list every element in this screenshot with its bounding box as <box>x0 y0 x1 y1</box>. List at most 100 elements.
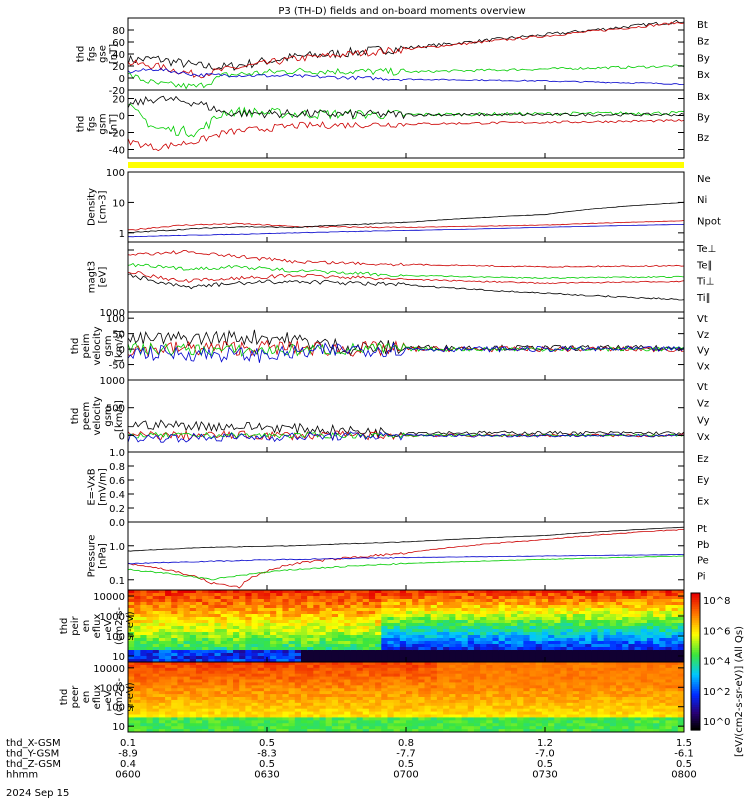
heatmap-cell <box>338 708 345 713</box>
heatmap-cell <box>511 611 518 615</box>
heatmap-cell <box>171 647 178 651</box>
heatmap-cell <box>671 593 679 597</box>
heatmap-cell <box>313 705 321 710</box>
heatmap-cell <box>319 688 327 692</box>
heatmap-cell <box>616 702 623 707</box>
colorbar-swatch <box>691 640 700 644</box>
heatmap-cell <box>511 711 518 715</box>
heatmap-cell <box>566 664 574 669</box>
y-tick-label: 20 <box>112 62 125 73</box>
heatmap-cell <box>498 673 506 678</box>
heatmap-cell <box>412 620 419 624</box>
heatmap-cell <box>504 694 512 698</box>
heatmap-cell <box>393 682 401 686</box>
heatmap-cell <box>430 682 438 686</box>
heatmap-cell <box>535 659 543 663</box>
heatmap-cell <box>282 699 290 704</box>
heatmap-cell <box>288 729 296 733</box>
heatmap-cell <box>486 641 493 645</box>
heatmap-cell <box>146 644 154 648</box>
heatmap-cell <box>523 691 531 695</box>
heatmap-cell <box>356 667 364 672</box>
heatmap-cell <box>270 670 277 675</box>
heatmap-cell <box>387 691 395 695</box>
heatmap-cell <box>276 593 283 597</box>
heatmap-cell <box>171 626 178 630</box>
heatmap-cell <box>300 685 308 689</box>
heatmap-cell <box>560 682 568 686</box>
heatmap-cell <box>616 720 623 724</box>
heatmap-cell <box>541 723 549 727</box>
heatmap-cell <box>418 679 426 683</box>
heatmap-cell <box>276 629 283 633</box>
heatmap-cell <box>548 599 555 603</box>
heatmap-cell <box>653 685 660 689</box>
heatmap-cell <box>498 626 506 630</box>
heatmap-cell <box>288 638 296 642</box>
heatmap-cell <box>233 723 240 727</box>
heatmap-cell <box>165 664 172 669</box>
heatmap-cell <box>634 676 642 680</box>
heatmap-cell <box>220 632 228 636</box>
heatmap-cell <box>152 679 160 683</box>
heatmap-cell <box>146 664 154 669</box>
heatmap-cell <box>288 699 296 704</box>
heatmap-cell <box>591 673 599 678</box>
heatmap-cell <box>220 670 228 675</box>
heatmap-cell <box>616 705 623 710</box>
heatmap-cell <box>511 641 518 645</box>
heatmap-cell <box>640 699 648 704</box>
heatmap-cell <box>671 699 679 704</box>
heatmap-cell <box>288 629 296 633</box>
heatmap-cell <box>399 638 407 642</box>
heatmap-cell <box>368 617 376 621</box>
heatmap-cell <box>387 650 395 654</box>
heatmap-cell <box>294 611 302 615</box>
heatmap-cell <box>189 611 197 615</box>
heatmap-cell <box>183 708 191 713</box>
heatmap-cell <box>517 670 524 675</box>
heatmap-cell <box>288 617 296 621</box>
heatmap-cell <box>381 697 388 701</box>
heatmap-cell <box>171 682 178 686</box>
series-Vy-line <box>127 342 685 357</box>
heatmap-cell <box>362 667 370 672</box>
heatmap-cell <box>263 653 271 657</box>
heatmap-cell <box>189 726 197 730</box>
heatmap-cell <box>165 590 172 594</box>
heatmap-cell <box>659 596 666 600</box>
heatmap-cell <box>541 720 549 724</box>
heatmap-cell <box>653 664 660 669</box>
heatmap-cell <box>412 623 419 627</box>
heatmap-cell <box>251 688 259 692</box>
heatmap-cell <box>535 699 543 704</box>
heatmap-cell <box>511 714 518 718</box>
heatmap-cell <box>393 650 401 654</box>
heatmap-cell <box>455 729 463 733</box>
heatmap-cell <box>548 699 555 704</box>
heatmap-cell <box>294 662 302 666</box>
heatmap-cell <box>566 699 574 704</box>
heatmap-cell <box>480 662 487 666</box>
heatmap-cell <box>313 697 321 701</box>
heatmap-cell <box>319 685 327 689</box>
heatmap-cell <box>535 596 543 600</box>
heatmap-cell <box>455 653 463 657</box>
colorbar-swatch <box>691 608 700 612</box>
heatmap-cell <box>640 647 648 651</box>
heatmap-cell <box>517 673 524 678</box>
heatmap-cell <box>128 617 135 621</box>
heatmap-cell <box>393 638 401 642</box>
heatmap-cell <box>393 699 401 704</box>
heatmap-cell <box>628 726 636 730</box>
heatmap-cell <box>430 720 438 724</box>
heatmap-cell <box>616 656 623 660</box>
heatmap-cell <box>134 644 141 648</box>
heatmap-cell <box>430 685 438 689</box>
heatmap-cell <box>560 644 568 648</box>
heatmap-cell <box>486 590 493 594</box>
heatmap-cell <box>239 650 246 654</box>
heatmap-cell <box>387 644 395 648</box>
heatmap-cell <box>443 670 450 675</box>
heatmap-cell <box>628 720 636 724</box>
